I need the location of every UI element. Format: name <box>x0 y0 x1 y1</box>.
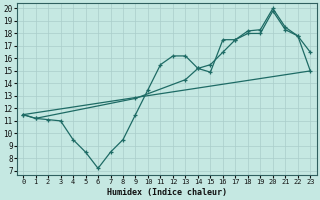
X-axis label: Humidex (Indice chaleur): Humidex (Indice chaleur) <box>107 188 227 197</box>
